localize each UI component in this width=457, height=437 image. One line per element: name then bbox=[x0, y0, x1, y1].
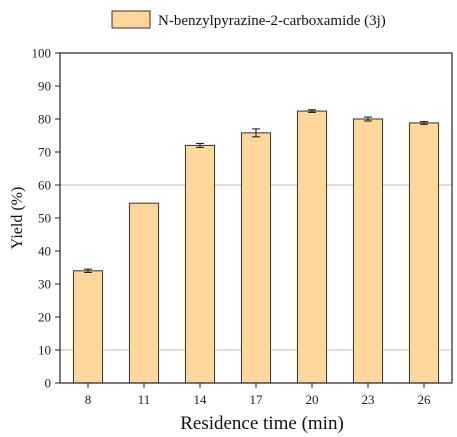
bar bbox=[240, 132, 272, 384]
y-tick-label: 100 bbox=[32, 46, 52, 61]
y-axis-title: Yield (%) bbox=[9, 187, 26, 250]
y-tick-label: 0 bbox=[45, 376, 52, 391]
bar bbox=[184, 144, 216, 384]
y-tick-label: 80 bbox=[38, 112, 51, 127]
y-tick-label: 10 bbox=[38, 343, 51, 358]
bar bbox=[128, 202, 160, 384]
bar bbox=[352, 118, 384, 384]
x-axis-title: Residence time (min) bbox=[180, 413, 344, 434]
bar bbox=[408, 122, 440, 384]
x-tick-label: 26 bbox=[418, 392, 432, 407]
x-tick-label: 11 bbox=[138, 392, 151, 407]
legend-label: N-benzylpyrazine-2-carboxamide (3j) bbox=[158, 13, 386, 29]
axes: 0 10 20 30 40 50 60 70 80 90 100 8 11 14 17 20 23 26 bbox=[32, 46, 453, 407]
y-tick-label: 50 bbox=[38, 211, 51, 226]
x-tick-label: 17 bbox=[250, 392, 264, 407]
x-tick-label: 23 bbox=[362, 392, 375, 407]
y-tick-label: 60 bbox=[38, 178, 51, 193]
bars bbox=[72, 109, 440, 384]
x-tick-label: 14 bbox=[194, 392, 208, 407]
bar bbox=[296, 110, 328, 384]
y-tick-label: 90 bbox=[38, 79, 51, 94]
y-tick-label: 70 bbox=[38, 145, 51, 160]
y-tick-label: 30 bbox=[38, 277, 51, 292]
x-tick-label: 8 bbox=[85, 392, 92, 407]
y-tick-label: 40 bbox=[38, 244, 51, 259]
x-tick-label: 20 bbox=[306, 392, 319, 407]
legend: N-benzylpyrazine-2-carboxamide (3j) bbox=[111, 10, 386, 29]
legend-swatch bbox=[111, 10, 151, 29]
bar bbox=[72, 270, 104, 384]
y-tick-label: 20 bbox=[38, 310, 51, 325]
